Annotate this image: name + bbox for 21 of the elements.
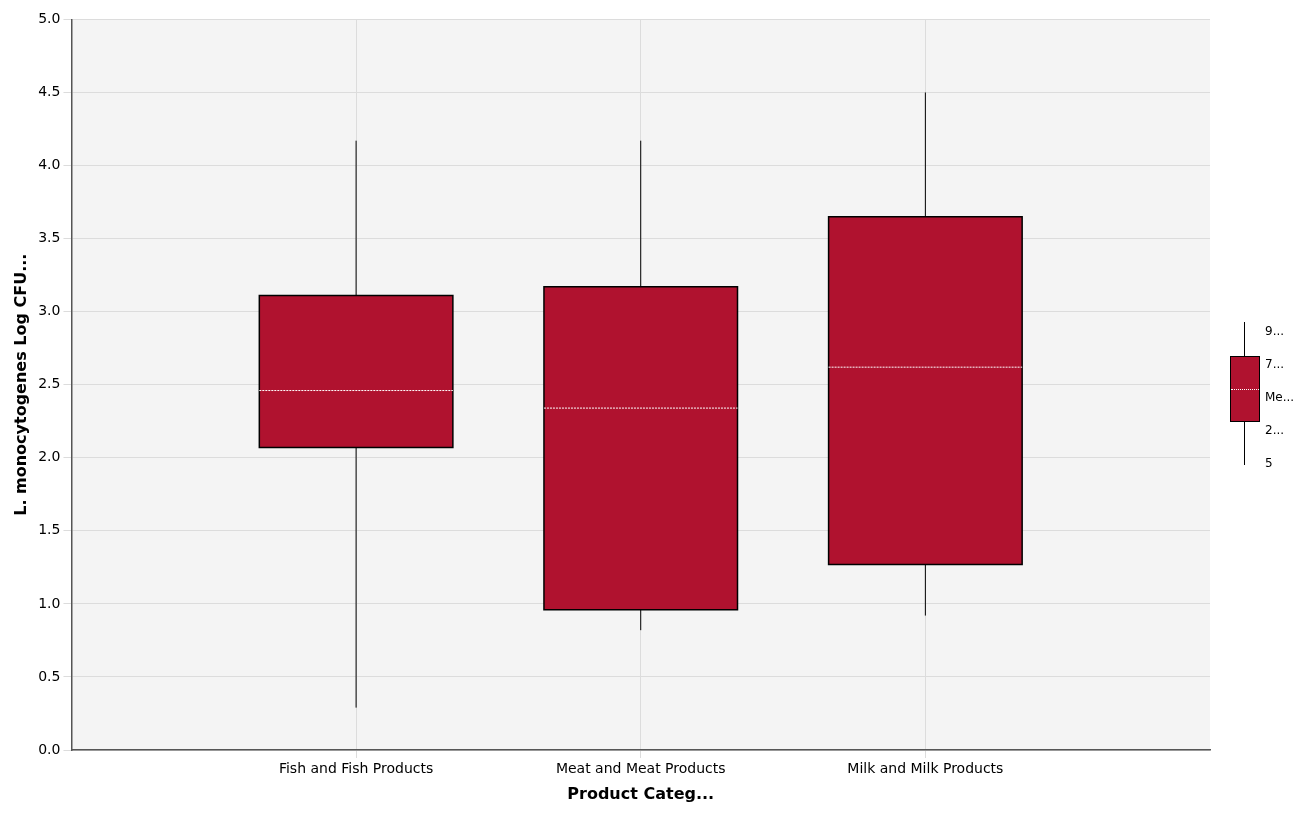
text: 5 bbox=[1265, 456, 1273, 470]
y-tick-label: 2.5 bbox=[38, 375, 61, 392]
x-axis-title: Product Categ... bbox=[567, 783, 715, 803]
x-tick-label: Fish and Fish Products bbox=[278, 760, 434, 777]
text: 2... bbox=[1265, 423, 1285, 437]
y-tick-label: 3.0 bbox=[38, 302, 61, 319]
text: 9... bbox=[1265, 324, 1285, 338]
y-tick-label: 1.5 bbox=[38, 521, 61, 538]
y-tick-label: 0.0 bbox=[38, 740, 61, 757]
x-tick-label: Milk and Milk Products bbox=[847, 760, 1004, 777]
y-tick-label: 2.0 bbox=[38, 448, 61, 465]
y-tick-label: 4.5 bbox=[38, 83, 61, 100]
text: Me... bbox=[1265, 390, 1293, 404]
text: 7... bbox=[1265, 357, 1285, 371]
y-tick-label: 1.0 bbox=[38, 594, 61, 611]
y-tick-label: 0.5 bbox=[38, 667, 61, 684]
y-tick-label: 3.5 bbox=[38, 229, 61, 246]
y-tick-label: 5.0 bbox=[38, 10, 61, 27]
x-tick-label: Meat and Meat Products bbox=[555, 760, 726, 777]
y-tick-label: 4.0 bbox=[38, 156, 61, 173]
y-axis-title: L. monocytogenes Log CFU... bbox=[10, 253, 30, 516]
